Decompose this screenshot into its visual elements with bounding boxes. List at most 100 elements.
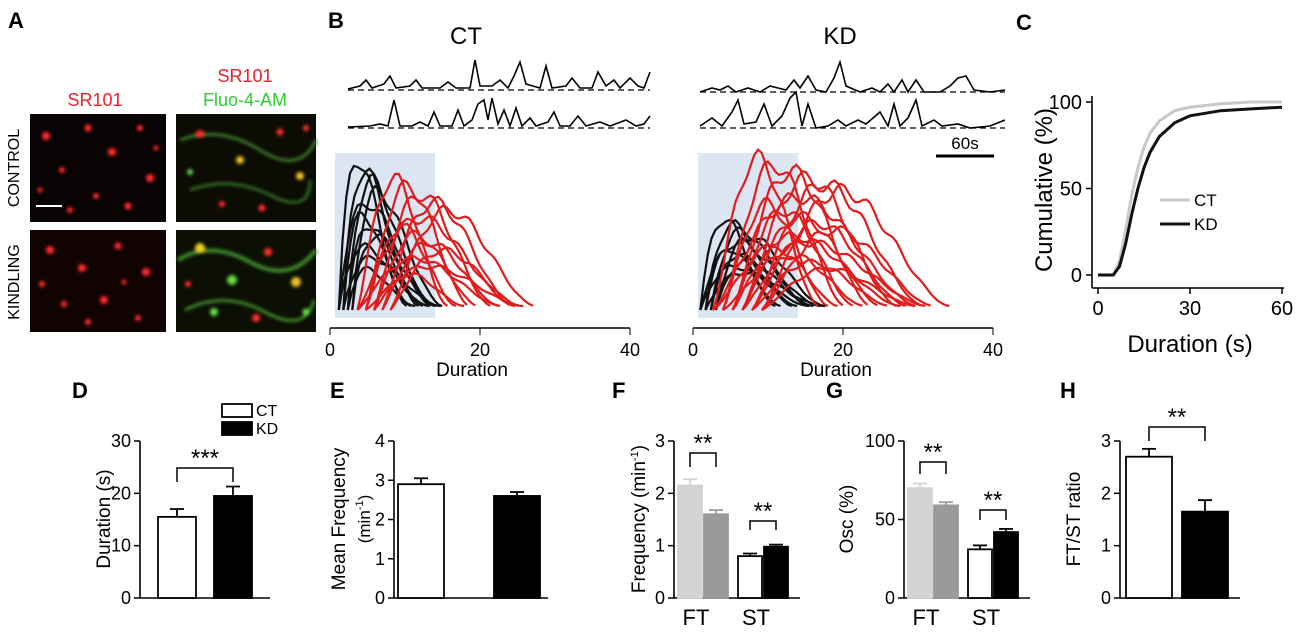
chart-d-significance-label: *** — [191, 445, 219, 472]
chart-g-bar — [907, 487, 933, 599]
chart-f-y-tick-label: 1 — [655, 536, 665, 556]
chart-e-y-unit-exp: -1 — [354, 500, 366, 510]
chart-f-y-label-exp: -1 — [629, 451, 641, 461]
panel-letter-a: A — [8, 8, 24, 33]
chart-f: 0 1 2 3 ** ** FT ST Frequency (min-1) — [629, 430, 800, 630]
chart-g-y-tick-label: 100 — [865, 431, 895, 451]
kindling-row-label: KINDLING — [6, 244, 23, 320]
chart-d-bar — [213, 495, 253, 599]
chart-h-significance-label: ** — [1168, 404, 1187, 431]
chart-f-group-st: ST — [742, 605, 770, 630]
chart-h-y-label: FT/ST ratio — [1064, 472, 1085, 567]
chart-f-significance-label: ** — [694, 430, 713, 457]
chart-c-x-tick-label: 0 — [1092, 298, 1103, 320]
panel-letter-h: H — [1060, 378, 1076, 403]
chart-f-y-label-text: Frequency (min — [629, 461, 650, 593]
chart-g-significance-label: ** — [984, 487, 1003, 514]
chart-g-significance-label: ** — [924, 439, 943, 466]
chart-g-y-tick-label: 0 — [885, 588, 895, 608]
transient-trace — [761, 225, 931, 311]
chart-c-x-tick-label: 30 — [1179, 298, 1201, 320]
kd-tick-20: 20 — [833, 340, 853, 360]
transient-trace — [337, 241, 430, 311]
chart-d-y-label: Duration (s) — [94, 469, 115, 568]
ct-raw-traces — [347, 59, 651, 129]
chart-e-y-label: Mean Frequency — [329, 447, 350, 590]
chart-c-series-ct — [1098, 100, 1282, 277]
chart-h-y-tick-label: 0 — [1101, 588, 1111, 608]
kd-trace-1 — [699, 59, 1006, 94]
kd-raw-traces — [699, 59, 1006, 129]
chart-f-y-tick-label: 3 — [655, 431, 665, 451]
chart-d-legend-swatch-ct — [221, 403, 253, 418]
chart-d-legend-swatch-kd — [221, 421, 253, 436]
kd-tick-40: 40 — [983, 340, 1003, 360]
chart-e-y-tick-label: 2 — [375, 510, 385, 530]
chart-f-significance-bracket — [749, 520, 777, 530]
chart-g: 0 50 100 ** ** FT ST Osc (%) — [837, 431, 1030, 630]
panel-letter-g: G — [826, 378, 843, 403]
transient-trace — [364, 222, 457, 311]
chart-g-bar — [933, 504, 959, 599]
chart-c-x-label: Duration (s) — [1127, 331, 1252, 358]
chart-f-y-tick-label: 0 — [655, 588, 665, 608]
chart-g-bar — [993, 531, 1019, 599]
chart-f-y-tick-label: 2 — [655, 483, 665, 503]
transient-trace — [373, 272, 465, 311]
chart-e-y-tick-label: 0 — [375, 588, 385, 608]
transient-trace — [751, 258, 888, 311]
chart-d-legend-label-kd: KD — [256, 421, 278, 438]
chart-e-y-unit-close: ) — [355, 495, 374, 501]
chart-e-y-unit: (min-1) — [354, 495, 374, 544]
kd-trace-2 — [699, 90, 1006, 129]
time-scale-label: 60s — [951, 134, 978, 153]
chart-d-bar — [157, 515, 197, 599]
chart-c-series-kd — [1098, 105, 1283, 277]
panel-letter-e: E — [330, 378, 345, 403]
ct-tick-0: 0 — [325, 340, 335, 360]
ct-trace-1 — [347, 59, 651, 90]
chart-h-y-tick-label: 3 — [1101, 431, 1111, 451]
ct-trace-2 — [347, 97, 651, 129]
kd-transient-overlay — [699, 147, 950, 311]
transient-trace — [356, 254, 501, 311]
transient-trace — [751, 218, 907, 311]
chart-f-y-label-close: ) — [629, 445, 650, 451]
chart-c-y-tick-label: 100 — [1049, 92, 1082, 114]
ct-tick-40: 40 — [620, 340, 640, 360]
kd-x-label: Duration — [800, 360, 872, 381]
chart-e-y-tick-label: 4 — [375, 431, 385, 451]
kd-tick-0: 0 — [688, 340, 698, 360]
chart-g-bar — [967, 548, 993, 599]
chart-e-y-unit-text: (min — [355, 510, 374, 543]
panel-a: SR101 SR101 Fluo-4-AM CONTROL KINDLING — [6, 66, 318, 332]
panel-letter-b: B — [328, 8, 344, 33]
transient-trace — [722, 239, 926, 311]
chart-d-y-tick-label: 10 — [111, 536, 131, 556]
micrograph-kindling-merge — [176, 230, 318, 332]
chart-e-y-tick-label: 3 — [375, 470, 385, 490]
ct-x-label: Duration — [436, 360, 508, 381]
chart-d-y-tick-label: 0 — [121, 588, 131, 608]
transient-trace — [761, 266, 916, 311]
control-row-label: CONTROL — [6, 129, 23, 207]
kd-x-ticks: 0 20 40 — [688, 328, 1003, 360]
chart-g-significance-bracket — [919, 461, 947, 474]
chart-f-bar — [677, 484, 703, 599]
chart-g-y-tick-label: 50 — [875, 510, 895, 530]
transient-trace — [389, 246, 519, 311]
ct-title: CT — [450, 23, 482, 50]
transient-trace — [342, 254, 441, 311]
chart-d-y-tick-label: 30 — [111, 431, 131, 451]
chart-g-group-ft: FT — [913, 605, 940, 630]
chart-f-y-label: Frequency (min-1) — [629, 445, 650, 593]
chart-c-legend-label: CT — [1194, 191, 1217, 210]
sr101-column2-label: SR101 — [217, 66, 272, 86]
panel-letter-c: C — [1016, 10, 1032, 35]
chart-h-y-tick-label: 2 — [1101, 483, 1111, 503]
ct-tick-20: 20 — [470, 340, 490, 360]
chart-c-y-tick-label: 0 — [1071, 265, 1082, 287]
sr101-column-label: SR101 — [67, 90, 122, 110]
